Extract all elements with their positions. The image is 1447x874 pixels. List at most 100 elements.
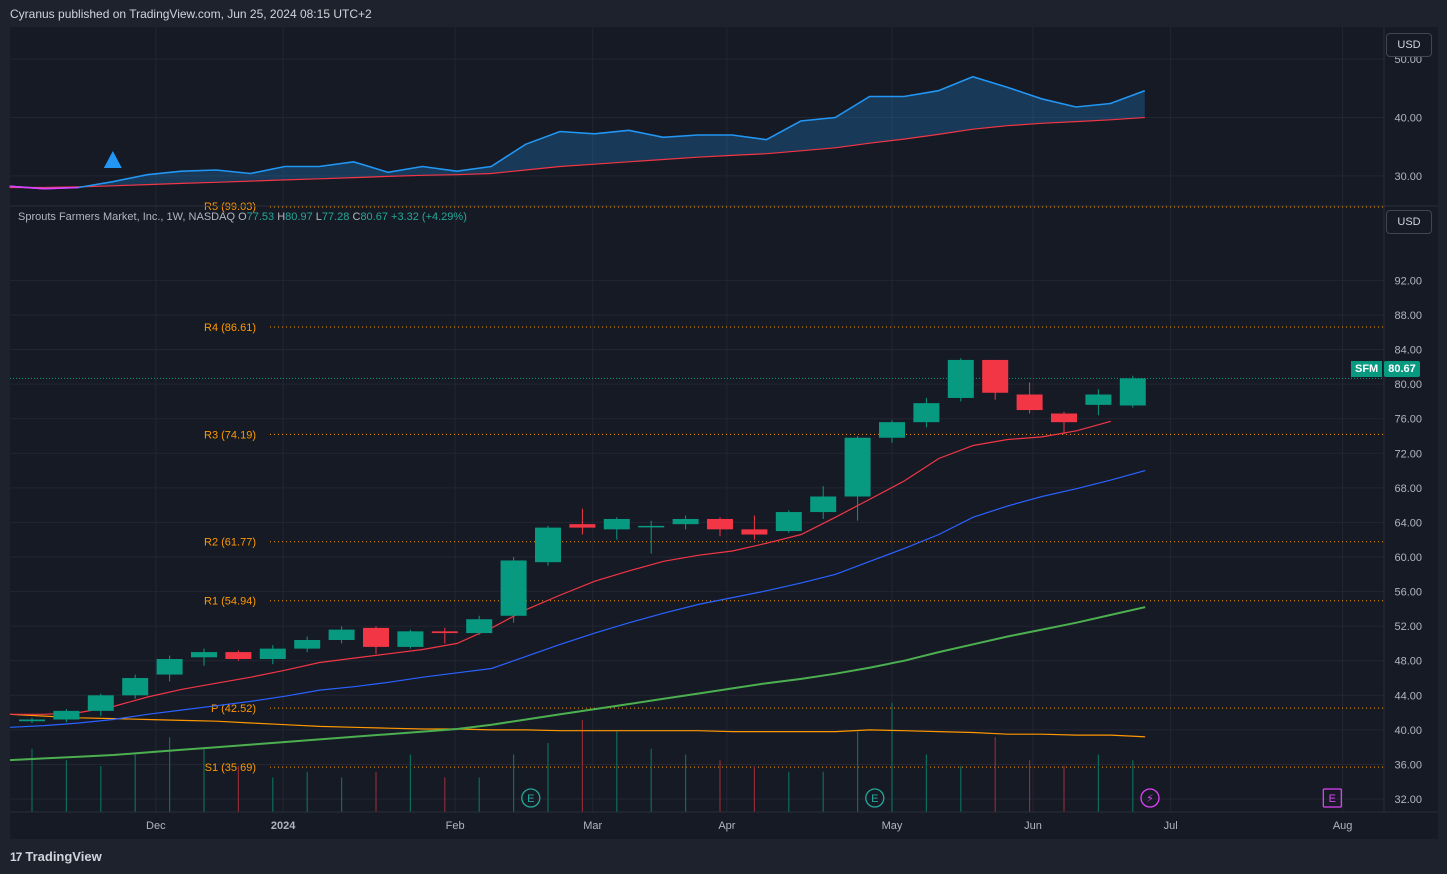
top-y-tick-label: 50.00 — [1394, 54, 1422, 66]
x-tick-label: Feb — [446, 820, 465, 832]
volume-bar — [306, 771, 308, 812]
main-y-tick-label: 40.00 — [1394, 725, 1422, 737]
volume-bar — [100, 766, 102, 812]
candle-body[interactable] — [363, 627, 389, 647]
candle-body[interactable] — [879, 422, 905, 438]
volume-bar — [925, 754, 927, 812]
candle-body[interactable] — [225, 652, 252, 660]
main-y-tick-label: 56.00 — [1394, 587, 1422, 599]
volume-bar — [960, 766, 962, 812]
price-tag-price: 80.67 — [1384, 361, 1420, 377]
legend-open: 77.53 — [246, 211, 275, 223]
volume-bar — [822, 771, 824, 812]
candle-body[interactable] — [982, 359, 1009, 393]
volume-bar — [616, 731, 618, 812]
main-y-tick-label: 72.00 — [1394, 448, 1422, 460]
volume-bar — [341, 777, 343, 812]
main-y-tick-label: 76.00 — [1394, 414, 1422, 426]
candle-body[interactable] — [53, 710, 80, 720]
main-y-tick-label: 60.00 — [1394, 552, 1422, 564]
volume-bar — [1132, 760, 1134, 812]
candle-body[interactable] — [1119, 378, 1146, 406]
candle-body[interactable] — [569, 524, 596, 528]
main-y-tick-label: 88.00 — [1394, 310, 1422, 322]
candle-body[interactable] — [844, 437, 871, 497]
candle-body[interactable] — [810, 496, 837, 513]
footer-brand[interactable]: 17 TradingView — [10, 849, 102, 864]
candle-body[interactable] — [156, 659, 183, 675]
legend-low: 77.28 — [321, 211, 350, 223]
volume-bar — [513, 754, 515, 812]
pivot-level-label: P (42.52) — [211, 703, 256, 715]
volume-bar — [1063, 766, 1065, 812]
candle-body[interactable] — [19, 719, 45, 722]
price-tag-ticker: SFM — [1351, 361, 1383, 377]
candle-body[interactable] — [603, 518, 630, 530]
volume-bar — [169, 737, 171, 812]
candle-body[interactable] — [397, 631, 424, 647]
candle-body[interactable] — [328, 629, 355, 640]
candle-body[interactable] — [466, 619, 493, 634]
candle-body[interactable] — [1051, 413, 1077, 423]
candle-body[interactable] — [87, 695, 114, 711]
ema-slow-line — [9, 606, 1146, 762]
top-pane-currency-button[interactable]: USD — [1386, 33, 1432, 57]
event-marker-label: E — [1329, 793, 1336, 805]
symbol-legend: Sprouts Farmers Market, Inc., 1W, NASDAQ… — [18, 211, 467, 223]
chart-frame[interactable] — [10, 27, 1438, 839]
x-tick-label: Aug — [1333, 820, 1353, 832]
event-marker-label: E — [527, 793, 534, 805]
x-tick-label: Jun — [1024, 820, 1042, 832]
candle-body[interactable] — [259, 648, 286, 660]
candle-body[interactable] — [500, 560, 527, 616]
main-y-tick-label: 52.00 — [1394, 621, 1422, 633]
legend-high: 80.97 — [285, 211, 313, 223]
pivot-level-label: R5 (99.03) — [204, 201, 256, 213]
top-lower-line — [9, 116, 1145, 189]
candle-body[interactable] — [1085, 394, 1112, 405]
event-marker-circle[interactable] — [1140, 788, 1160, 808]
x-tick-label: Dec — [146, 820, 166, 832]
volume-bar — [891, 702, 893, 812]
legend-close-label: C — [352, 211, 361, 223]
candle-body[interactable] — [1016, 394, 1043, 411]
volume-bar — [994, 737, 996, 812]
volume-bar — [685, 754, 687, 812]
event-marker-circle[interactable] — [1322, 788, 1342, 808]
main-y-tick-label: 64.00 — [1394, 517, 1422, 529]
event-marker-label: E — [871, 793, 878, 805]
candle-body[interactable] — [535, 527, 561, 563]
candle-body[interactable] — [775, 512, 802, 532]
x-tick-label: May — [882, 820, 903, 832]
top-y-tick-label: 40.00 — [1394, 113, 1422, 125]
volume-bar — [65, 760, 67, 812]
candle-body[interactable] — [672, 518, 699, 525]
candle-body[interactable] — [947, 359, 974, 398]
event-marker-circle[interactable] — [521, 788, 541, 808]
pivot-level-label: S1 (35.69) — [205, 762, 256, 774]
main-y-tick-label: 80.00 — [1394, 379, 1422, 391]
legend-open-label: O — [238, 211, 247, 223]
candle-body[interactable] — [741, 529, 768, 535]
legend-change: +3.32 (+4.29%) — [391, 211, 467, 223]
volume-bar — [547, 743, 549, 812]
candle-body[interactable] — [431, 631, 458, 634]
main-pane-currency-button[interactable]: USD — [1386, 210, 1432, 234]
candle-body[interactable] — [638, 525, 665, 528]
event-marker-label: ⚡ — [1146, 792, 1154, 805]
candle-body[interactable] — [913, 403, 940, 423]
volume-bar — [203, 748, 205, 812]
candle-body[interactable] — [122, 678, 149, 696]
pivot-level-label: R3 (74.19) — [204, 429, 256, 441]
candle-body[interactable] — [191, 652, 217, 658]
top-upper-line — [9, 75, 1146, 190]
pivot-level-label: R4 (86.61) — [204, 322, 256, 334]
candle-body[interactable] — [707, 518, 733, 530]
footer-brand-label: TradingView — [25, 849, 102, 864]
volume-bar — [719, 760, 721, 812]
candle-body[interactable] — [294, 639, 321, 649]
legend-close: 80.67 — [360, 211, 388, 223]
volume-bar — [753, 766, 755, 812]
event-marker-circle[interactable] — [865, 788, 885, 808]
